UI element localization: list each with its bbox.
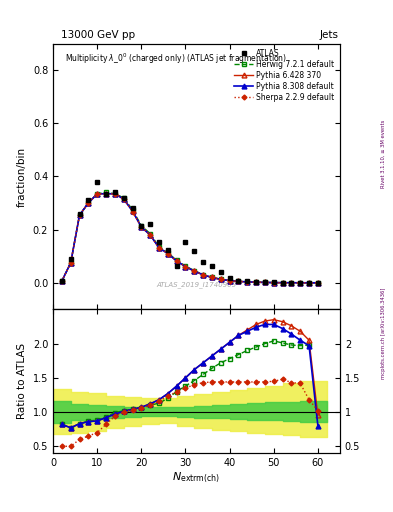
Y-axis label: fraction/bin: fraction/bin (17, 146, 27, 206)
Text: mcplots.cern.ch [arXiv:1306.3436]: mcplots.cern.ch [arXiv:1306.3436] (381, 287, 386, 378)
Text: Rivet 3.1.10, ≥ 3M events: Rivet 3.1.10, ≥ 3M events (381, 119, 386, 188)
Text: ATLAS_2019_I1740909: ATLAS_2019_I1740909 (156, 282, 237, 288)
Y-axis label: Ratio to ATLAS: Ratio to ATLAS (17, 343, 27, 419)
Text: Multiplicity $\lambda\_0^0$ (charged only) (ATLAS jet fragmentation): Multiplicity $\lambda\_0^0$ (charged onl… (64, 52, 286, 66)
Text: 13000 GeV pp: 13000 GeV pp (61, 30, 135, 40)
Text: Jets: Jets (320, 30, 339, 40)
Legend: ATLAS, Herwig 7.2.1 default, Pythia 6.428 370, Pythia 8.308 default, Sherpa 2.2.: ATLAS, Herwig 7.2.1 default, Pythia 6.42… (233, 47, 336, 103)
X-axis label: $N_{\mathrm{extrm(ch)}}$: $N_{\mathrm{extrm(ch)}}$ (173, 471, 220, 485)
